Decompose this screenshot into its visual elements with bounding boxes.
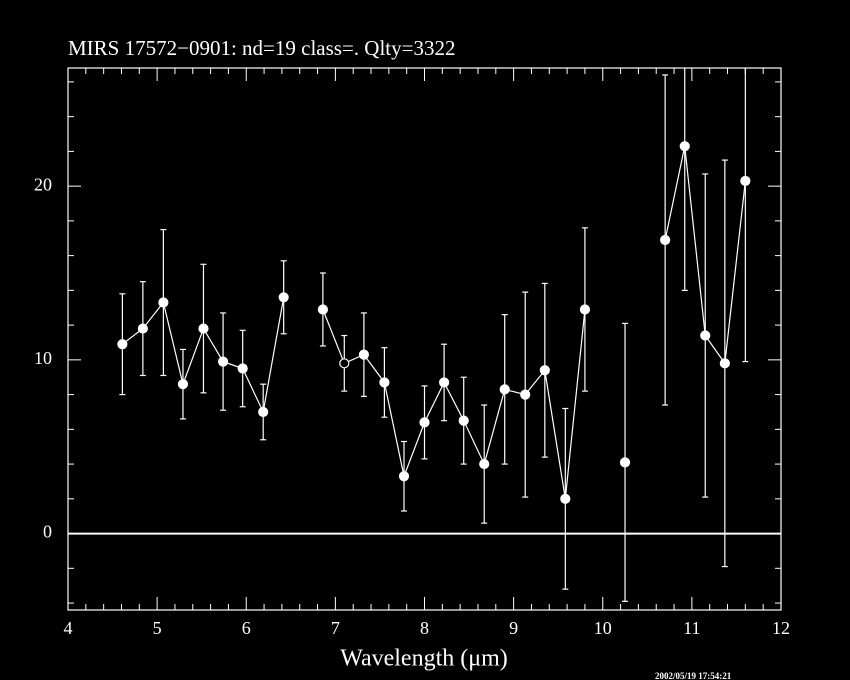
data-point — [137, 323, 148, 334]
data-point — [339, 358, 350, 369]
chart-title: MIRS 17572−0901: nd=19 class=. Qlty=3322 — [68, 36, 455, 60]
data-line — [322, 309, 586, 499]
data-point — [458, 415, 469, 426]
data-point — [198, 323, 209, 334]
x-tick-label: 8 — [420, 618, 429, 638]
x-tick-label: 7 — [331, 618, 340, 638]
data-point — [317, 304, 328, 315]
data-point — [499, 384, 510, 395]
data-point — [237, 363, 248, 374]
data-point — [539, 365, 550, 376]
timestamp: 2002/05/19 17:54:21 — [655, 671, 732, 680]
data-point — [660, 234, 671, 246]
x-tick-label: 11 — [683, 618, 700, 638]
data-point — [619, 457, 631, 468]
x-tick-label: 12 — [772, 618, 790, 638]
data-point — [579, 304, 591, 315]
x-tick-label: 9 — [509, 618, 518, 638]
y-tick-label: 20 — [34, 174, 52, 194]
data-point — [700, 330, 711, 341]
data-point — [520, 389, 531, 400]
data-point — [679, 141, 690, 152]
y-tick-label: 10 — [34, 348, 52, 368]
data-point — [117, 339, 128, 350]
data-point — [439, 377, 450, 388]
data-point — [278, 292, 289, 303]
data-point — [719, 358, 730, 369]
data-point — [379, 377, 390, 388]
data-point — [398, 471, 410, 482]
x-tick-label: 6 — [242, 618, 251, 638]
data-point — [158, 297, 169, 308]
data-point — [479, 458, 490, 470]
data-point — [177, 379, 189, 390]
plot-area — [117, 68, 751, 602]
x-tick-label: 4 — [64, 618, 73, 638]
data-point — [740, 175, 751, 187]
data-point — [560, 493, 571, 504]
data-point — [358, 349, 369, 360]
x-tick-label: 5 — [153, 618, 162, 638]
x-axis-label: Wavelength (μm) — [340, 646, 508, 672]
data-point — [217, 356, 229, 367]
y-tick-label: 0 — [43, 522, 52, 542]
data-point — [419, 417, 430, 428]
data-point — [258, 406, 269, 418]
x-tick-label: 10 — [594, 618, 612, 638]
